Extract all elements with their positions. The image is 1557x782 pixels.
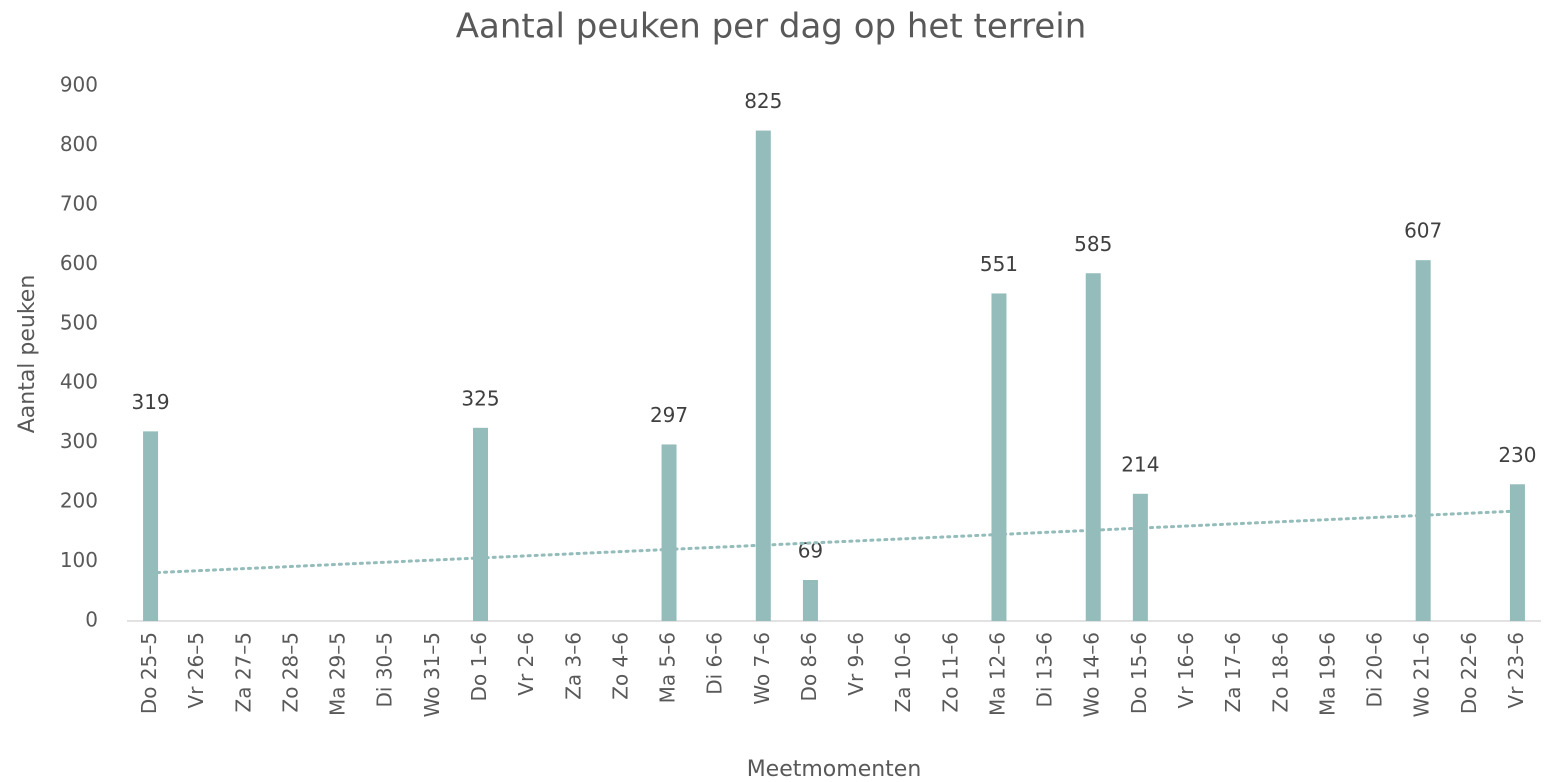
y-axis-label: Aantal peuken xyxy=(15,275,40,434)
x-tick-label: Do 25–5 xyxy=(137,632,161,714)
x-tick-label: Wo 31–5 xyxy=(420,632,444,717)
x-tick-label: Za 3–6 xyxy=(561,632,585,700)
x-tick-label: Di 6–6 xyxy=(703,632,727,695)
x-tick-label: Zo 11–6 xyxy=(938,632,962,712)
y-tick-label: 800 xyxy=(60,132,98,156)
x-tick-label: Wo 14–6 xyxy=(1080,632,1104,717)
x-tick-label: Ma 12–6 xyxy=(985,632,1009,716)
x-tick-label: Ma 29–5 xyxy=(326,632,350,716)
data-label: 585 xyxy=(1074,232,1112,256)
y-tick-label: 100 xyxy=(60,548,98,572)
bar xyxy=(473,427,488,621)
trendline xyxy=(149,509,1519,575)
x-tick-label: Wo 21–6 xyxy=(1410,632,1434,717)
x-tick-label: Za 17–6 xyxy=(1221,632,1245,713)
x-tick-label: Vr 26–5 xyxy=(184,632,208,708)
data-label: 325 xyxy=(461,386,499,410)
x-tick-label: Vr 16–6 xyxy=(1174,632,1198,708)
x-tick-label: Zo 28–5 xyxy=(278,632,302,712)
y-tick-label: 600 xyxy=(60,251,98,275)
y-tick-label: 400 xyxy=(60,370,98,394)
x-tick-label: Ma 5–6 xyxy=(656,632,680,703)
y-tick-label: 700 xyxy=(60,191,98,215)
bar xyxy=(755,130,771,622)
x-tick-label: Vr 2–6 xyxy=(514,632,538,696)
y-tick-label: 900 xyxy=(60,73,98,97)
data-label: 825 xyxy=(744,89,782,113)
x-tick-label: Zo 4–6 xyxy=(608,632,632,700)
x-axis-label: Meetmomenten xyxy=(747,757,922,782)
data-label: 607 xyxy=(1404,219,1442,243)
y-tick-label: 500 xyxy=(60,310,98,334)
bar xyxy=(1132,493,1148,621)
x-tick-label: Do 22–6 xyxy=(1457,632,1481,714)
x-tick-label: Ma 19–6 xyxy=(1315,632,1339,716)
x-tick-label: Di 30–5 xyxy=(373,632,397,708)
data-label: 214 xyxy=(1121,452,1159,476)
y-tick-label: 300 xyxy=(60,429,98,453)
y-tick-label: 0 xyxy=(85,608,98,632)
bar xyxy=(143,431,159,621)
bar xyxy=(991,293,1007,621)
x-tick-label: Wo 7–6 xyxy=(750,632,774,705)
y-tick-label: 200 xyxy=(60,489,98,513)
bar xyxy=(1415,260,1431,621)
data-label: 319 xyxy=(131,390,169,414)
data-label: 551 xyxy=(980,252,1018,276)
bar xyxy=(802,579,818,621)
bar xyxy=(1509,484,1525,621)
x-tick-label: Do 8–6 xyxy=(797,632,821,701)
x-tick-label: Di 20–6 xyxy=(1363,632,1387,708)
chart-title: Aantal peuken per dag op het terrein xyxy=(456,7,1087,47)
x-tick-label: Za 27–5 xyxy=(231,632,255,713)
bar xyxy=(1085,273,1101,621)
bar xyxy=(661,444,677,621)
x-tick-label: Do 15–6 xyxy=(1127,632,1151,714)
data-label: 230 xyxy=(1498,443,1536,467)
x-tick-label: Do 1–6 xyxy=(467,632,491,701)
data-label: 297 xyxy=(650,403,688,427)
x-tick-label: Vr 9–6 xyxy=(844,632,868,696)
x-tick-label: Vr 23–6 xyxy=(1504,632,1528,708)
x-tick-label: Di 13–6 xyxy=(1033,632,1057,708)
x-tick-label: Zo 18–6 xyxy=(1268,632,1292,712)
x-tick-label: Za 10–6 xyxy=(891,632,915,713)
